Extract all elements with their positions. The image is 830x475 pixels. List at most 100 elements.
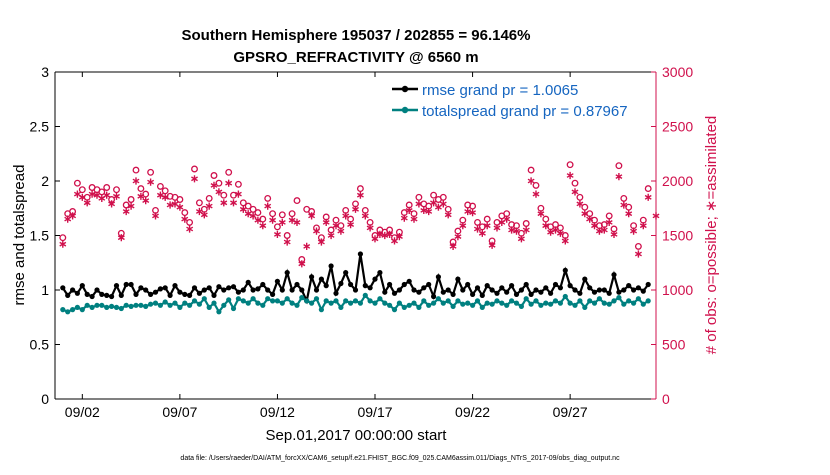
rmse-point xyxy=(460,287,466,293)
rmse-point xyxy=(406,278,412,284)
rmse-point xyxy=(206,285,212,291)
obs-assimilated-marker xyxy=(147,178,155,186)
obs-assimilated-marker xyxy=(591,222,599,230)
rmse-point xyxy=(113,283,120,289)
rmse-point xyxy=(518,287,525,293)
obs-assimilated-marker xyxy=(161,193,169,201)
rmse-point xyxy=(484,283,490,289)
totalspread-point xyxy=(479,304,485,310)
obs-assimilated-marker xyxy=(522,226,530,234)
obs-possible-marker xyxy=(239,199,247,207)
rmse-point xyxy=(299,287,305,293)
x-tick-label: 09/27 xyxy=(553,404,588,420)
totalspread-point xyxy=(455,298,461,304)
rmse-point xyxy=(562,267,568,273)
y-left-tick-label: 1.5 xyxy=(30,228,50,244)
x-tick-label: 09/07 xyxy=(162,404,197,420)
totalspread-point xyxy=(509,298,515,304)
y-left-tick-label: 2.5 xyxy=(30,119,50,135)
rmse-point xyxy=(572,287,578,293)
obs-possible-marker xyxy=(634,242,642,250)
totalspread-point xyxy=(460,301,466,307)
totalspread-point xyxy=(255,300,261,306)
obs-assimilated-marker xyxy=(454,233,462,241)
rmse-point xyxy=(494,290,500,296)
obs-assimilated-marker xyxy=(410,215,418,223)
obs-assimilated-marker xyxy=(142,197,150,205)
totalspread-point xyxy=(157,302,163,308)
totalspread-point xyxy=(70,307,76,313)
rmse-point xyxy=(357,251,363,257)
obs-assimilated-marker xyxy=(488,241,496,249)
totalspread-point xyxy=(543,300,549,306)
rmse-point xyxy=(382,289,388,295)
obs-assimilated-marker xyxy=(176,203,184,211)
rmse-point xyxy=(431,293,437,300)
obs-possible-marker xyxy=(132,166,140,174)
obs-assimilated-marker xyxy=(308,212,316,220)
obs-assimilated-marker xyxy=(634,250,642,258)
totalspread-point xyxy=(191,298,198,304)
totalspread-point xyxy=(299,295,305,301)
rmse-point xyxy=(587,285,593,291)
obs-assimilated-marker xyxy=(430,199,438,207)
rmse-point xyxy=(109,293,115,300)
rmse-point xyxy=(133,291,139,297)
obs-assimilated-marker xyxy=(639,222,647,230)
obs-assimilated-marker xyxy=(220,199,228,207)
totalspread-point xyxy=(513,300,520,306)
totalspread-point xyxy=(640,301,646,307)
rmse-point xyxy=(435,274,441,280)
x-tick-label: 09/17 xyxy=(357,404,392,420)
rmse-point xyxy=(640,288,646,294)
obs-possible-marker xyxy=(620,194,628,202)
totalspread-point xyxy=(567,300,573,306)
totalspread-point xyxy=(89,304,95,310)
rmse-point xyxy=(582,276,588,282)
rmse-point xyxy=(362,283,368,289)
totalspread-point xyxy=(245,300,251,306)
obs-possible-marker xyxy=(542,215,550,223)
x-tick-layer: 09/02 09/07 09/12 09/17 09/22 09/27 xyxy=(65,72,588,420)
y-right-tick-label: 2500 xyxy=(662,119,693,135)
y-right-tick-label: 500 xyxy=(662,337,686,353)
totalspread-point xyxy=(611,298,617,304)
totalspread-point xyxy=(591,300,598,306)
totalspread-point xyxy=(60,307,66,313)
totalspread-point xyxy=(533,298,539,304)
obs-assimilated-marker xyxy=(444,211,452,219)
totalspread-point xyxy=(406,302,412,308)
obs-assimilated-marker xyxy=(327,231,335,240)
totalspread-point xyxy=(274,298,280,304)
rmse-point xyxy=(245,279,251,285)
obs-assimilated-marker xyxy=(78,193,86,201)
rmse-point xyxy=(396,287,402,293)
totalspread-point xyxy=(206,304,212,310)
obs-assimilated-marker xyxy=(108,200,116,208)
obs-assimilated-marker xyxy=(186,225,194,233)
obs-assimilated-marker xyxy=(386,230,394,238)
obs-assimilated-marker xyxy=(571,188,579,196)
obs-assimilated-marker xyxy=(127,202,135,210)
rmse-point xyxy=(606,290,612,296)
obs-possible-marker xyxy=(605,212,613,220)
totalspread-point xyxy=(621,301,627,307)
obs-possible-marker xyxy=(244,202,252,210)
obs-layer xyxy=(59,161,660,268)
totalspread-point xyxy=(343,298,349,304)
totalspread-point xyxy=(235,296,241,302)
obs-assimilated-marker xyxy=(561,237,569,245)
totalspread-point xyxy=(601,300,607,306)
obs-possible-marker xyxy=(254,209,262,217)
rmse-point xyxy=(118,292,124,298)
rmse-point xyxy=(377,270,383,276)
rmse-point xyxy=(60,285,66,291)
totalspread-point xyxy=(518,303,525,309)
totalspread-point xyxy=(484,300,490,306)
obs-possible-marker xyxy=(269,210,277,218)
totalspread-point xyxy=(391,307,398,313)
y-right-tick-layer: 0 500 1000 1500 2000 2500 3000 xyxy=(651,64,693,407)
rmse-point xyxy=(177,289,183,295)
rmse-point xyxy=(104,292,110,298)
